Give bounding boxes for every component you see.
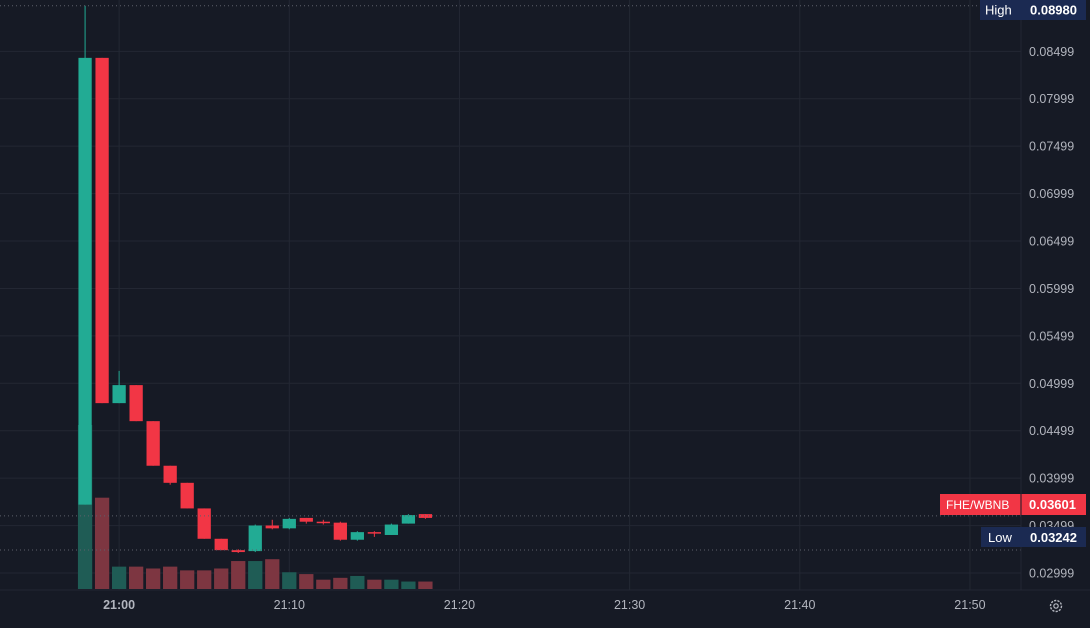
volume-bar bbox=[265, 559, 280, 589]
candle-body bbox=[214, 538, 228, 551]
volume-bar bbox=[350, 575, 365, 589]
volume-bar bbox=[180, 570, 195, 589]
candle-body bbox=[316, 521, 330, 524]
price-tick-label: 0.04999 bbox=[1029, 377, 1074, 391]
volume-bar bbox=[316, 579, 331, 589]
candle-body bbox=[350, 532, 364, 540]
volume-bar bbox=[401, 581, 416, 589]
volume-bar bbox=[146, 568, 161, 589]
volume-bar bbox=[214, 568, 229, 589]
time-tick-label: 21:10 bbox=[274, 598, 305, 612]
volume-bar bbox=[299, 574, 314, 589]
price-tick-label: 0.03999 bbox=[1029, 472, 1074, 486]
last-price-tag: FHE/WBNB 0.03601 bbox=[940, 494, 1086, 515]
price-tick-label: 0.06499 bbox=[1029, 235, 1074, 249]
volume-bar bbox=[163, 566, 178, 589]
time-tick-label: 21:30 bbox=[614, 598, 645, 612]
candle-body bbox=[401, 515, 416, 524]
candle-body bbox=[384, 524, 399, 535]
price-tick-label: 0.07999 bbox=[1029, 92, 1074, 106]
price-tick-label: 0.02999 bbox=[1029, 567, 1074, 581]
time-axis[interactable]: 21:00 21:10 21:20 21:30 21:40 21:50 bbox=[103, 598, 986, 612]
volume-bar bbox=[197, 570, 212, 589]
candle-body bbox=[367, 532, 382, 534]
candle-body bbox=[112, 385, 126, 404]
volume-bar bbox=[248, 561, 263, 589]
candle-body bbox=[95, 57, 109, 404]
candle-body bbox=[180, 482, 194, 509]
price-tick-label: 0.07499 bbox=[1029, 140, 1074, 154]
gear-icon-hub bbox=[1053, 603, 1059, 609]
price-tick-label: 0.06999 bbox=[1029, 187, 1074, 201]
time-tick-label: 21:50 bbox=[954, 598, 985, 612]
time-tick-label: 21:40 bbox=[784, 598, 815, 612]
candle-body bbox=[197, 508, 211, 539]
last-price-tag-bg bbox=[940, 494, 1086, 515]
high-label-bg bbox=[980, 0, 1086, 20]
low-label-bg bbox=[981, 527, 1086, 547]
volume-bar bbox=[418, 581, 433, 589]
candle-body bbox=[418, 514, 433, 518]
last-price-value: 0.03601 bbox=[1029, 497, 1076, 512]
volume-bar bbox=[367, 579, 382, 589]
candle-body bbox=[231, 550, 245, 553]
candle-body bbox=[78, 57, 92, 505]
volume-bars bbox=[77, 425, 433, 589]
candle-body bbox=[299, 517, 313, 522]
candle-body bbox=[163, 465, 177, 483]
price-tick-label: 0.05499 bbox=[1029, 329, 1074, 343]
last-price-pair: FHE/WBNB bbox=[946, 498, 1009, 512]
price-axis[interactable]: 0.08499 0.07999 0.07499 0.06999 0.06499 0.059… bbox=[1029, 45, 1074, 581]
volume-bar bbox=[94, 497, 110, 589]
volume-bar bbox=[282, 572, 297, 589]
price-tick-label: 0.04499 bbox=[1029, 424, 1074, 438]
high-label-value: 0.08980 bbox=[1030, 3, 1077, 18]
price-tick-label: 0.08499 bbox=[1029, 45, 1074, 59]
candle-body bbox=[282, 518, 296, 529]
low-label-value: 0.03242 bbox=[1030, 530, 1077, 545]
gear-icon[interactable] bbox=[1049, 599, 1063, 613]
candle-body bbox=[333, 522, 347, 540]
time-tick-label: 21:00 bbox=[103, 598, 135, 612]
price-tick-label: 0.05999 bbox=[1029, 282, 1074, 296]
low-label-text: Low bbox=[988, 530, 1012, 545]
candle-body bbox=[146, 421, 160, 466]
candle-body bbox=[248, 525, 262, 552]
high-label-text: High bbox=[985, 3, 1012, 18]
volume-bar bbox=[128, 566, 144, 589]
volume-bar bbox=[111, 566, 127, 589]
low-label: Low 0.03242 bbox=[981, 527, 1086, 547]
high-label: High 0.08980 bbox=[980, 0, 1086, 20]
volume-bar bbox=[231, 561, 246, 589]
candle-body bbox=[129, 385, 143, 422]
volume-bar bbox=[333, 577, 348, 589]
time-tick-label: 21:20 bbox=[444, 598, 475, 612]
gear-icon-ring bbox=[1049, 599, 1063, 613]
volume-bar bbox=[384, 579, 399, 589]
candles bbox=[78, 5, 433, 554]
candle-body bbox=[265, 525, 279, 529]
